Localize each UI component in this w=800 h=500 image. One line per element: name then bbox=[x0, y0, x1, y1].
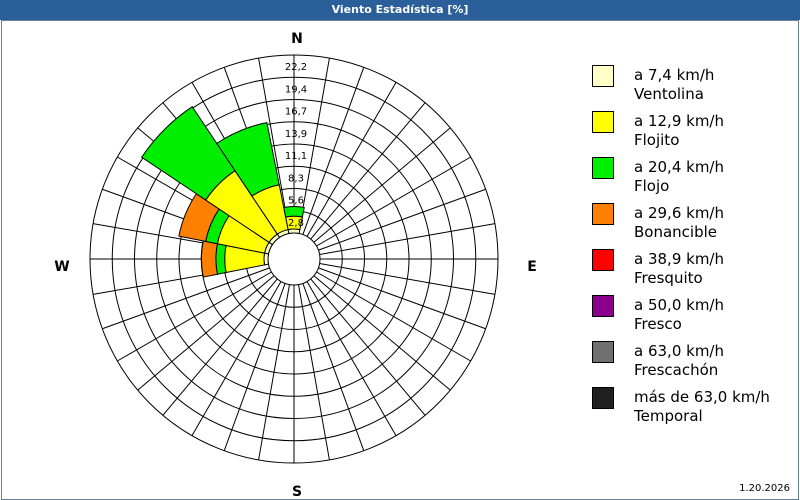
legend-item-ventolina: a 7,4 km/h Ventolina bbox=[592, 65, 792, 111]
radial-tick-label: 11,1 bbox=[285, 151, 307, 162]
legend-swatch bbox=[592, 157, 614, 179]
legend-item-flojito: a 12,9 km/h Flojito bbox=[592, 111, 792, 157]
legend-name: Bonancible bbox=[634, 223, 718, 241]
grid-spoke bbox=[162, 278, 278, 416]
legend-name: Temporal bbox=[634, 407, 703, 425]
petal-w-bonancible bbox=[201, 240, 218, 278]
legend: a 7,4 km/h Ventolina a 12,9 km/h Flojito… bbox=[592, 65, 792, 433]
legend-swatch bbox=[592, 111, 614, 133]
radial-tick-label: 8,3 bbox=[288, 173, 304, 184]
grid-spoke bbox=[258, 284, 290, 460]
legend-swatch bbox=[592, 249, 614, 271]
legend-name: Flojo bbox=[634, 177, 670, 195]
grid-spoke bbox=[306, 82, 397, 237]
grid-spoke bbox=[319, 223, 495, 255]
grid-spoke bbox=[306, 281, 397, 436]
radial-tick-label: 5,6 bbox=[288, 196, 304, 207]
grid-spoke bbox=[302, 67, 365, 235]
legend-swatch bbox=[592, 387, 614, 409]
radial-tick-label: 22,2 bbox=[285, 62, 307, 73]
legend-swatch bbox=[592, 65, 614, 87]
legend-item-temporal: más de 63,0 km/h Temporal bbox=[592, 387, 792, 433]
grid-spoke bbox=[223, 283, 286, 451]
legend-swatch bbox=[592, 295, 614, 317]
compass-w: W bbox=[54, 259, 69, 275]
legend-name: Ventolina bbox=[634, 85, 704, 103]
grid-spoke bbox=[302, 283, 365, 451]
legend-speed: a 7,4 km/h bbox=[634, 66, 715, 84]
legend-item-frescachon: a 63,0 km/h Frescachón bbox=[592, 341, 792, 387]
grid-spoke bbox=[318, 188, 486, 251]
grid-spoke bbox=[310, 278, 426, 416]
legend-swatch bbox=[592, 203, 614, 225]
grid-spoke bbox=[102, 267, 270, 330]
legend-name: Frescachón bbox=[634, 361, 719, 379]
legend-item-flojo: a 20,4 km/h Flojo bbox=[592, 157, 792, 203]
petal-nnw-flojo bbox=[216, 122, 280, 197]
wind-rose-chart: 2,8 5,6 8,3 11,1 13,9 16,7 19,4 22,2 N E S W bbox=[54, 31, 537, 499]
date-stamp: 1.20.2026 bbox=[739, 483, 790, 494]
grid-spoke bbox=[316, 156, 471, 247]
grid-spoke bbox=[313, 127, 451, 243]
legend-speed: a 20,4 km/h bbox=[634, 158, 724, 176]
petal-w-flojo bbox=[215, 243, 227, 275]
petal-n-flojo bbox=[283, 206, 305, 218]
legend-speed: a 50,0 km/h bbox=[634, 296, 724, 314]
grid-spoke bbox=[298, 58, 330, 234]
grid-spoke bbox=[117, 271, 272, 362]
radial-tick-label: 16,7 bbox=[285, 107, 307, 118]
compass-e: E bbox=[527, 259, 537, 275]
radial-tick-labels: 2,8 5,6 8,3 11,1 13,9 16,7 19,4 22,2 bbox=[285, 62, 307, 229]
legend-speed: a 29,6 km/h bbox=[634, 204, 724, 222]
legend-item-fresquito: a 38,9 km/h Fresquito bbox=[592, 249, 792, 295]
radial-tick-label: 19,4 bbox=[285, 84, 307, 95]
legend-swatch bbox=[592, 341, 614, 363]
rose-grid bbox=[89, 54, 499, 464]
legend-name: Fresquito bbox=[634, 269, 703, 287]
legend-speed: más de 63,0 km/h bbox=[634, 388, 770, 406]
grid-spoke bbox=[137, 275, 275, 391]
radial-tick-label: 13,9 bbox=[285, 129, 307, 140]
window-title: Viento Estadística [%] bbox=[0, 0, 800, 20]
compass-s: S bbox=[292, 484, 302, 499]
chart-frame: 2,8 5,6 8,3 11,1 13,9 16,7 19,4 22,2 N E S W a … bbox=[1, 20, 799, 500]
grid-spoke bbox=[313, 275, 451, 391]
petal-nw-flojo bbox=[141, 106, 236, 201]
legend-item-bonancible: a 29,6 km/h Bonancible bbox=[592, 203, 792, 249]
grid-spoke bbox=[298, 284, 330, 460]
grid-spoke bbox=[316, 271, 471, 362]
grid-spoke bbox=[319, 263, 495, 295]
legend-speed: a 63,0 km/h bbox=[634, 342, 724, 360]
compass-n: N bbox=[291, 31, 303, 47]
legend-item-fresco: a 50,0 km/h Fresco bbox=[592, 295, 792, 341]
radial-tick-label: 2,8 bbox=[288, 218, 304, 229]
rose-petals bbox=[141, 106, 305, 278]
legend-speed: a 38,9 km/h bbox=[634, 250, 724, 268]
grid-spoke bbox=[258, 58, 290, 234]
grid-spoke bbox=[191, 281, 282, 436]
legend-name: Fresco bbox=[634, 315, 682, 333]
legend-speed: a 12,9 km/h bbox=[634, 112, 724, 130]
grid-spoke bbox=[310, 102, 426, 240]
legend-name: Flojito bbox=[634, 131, 680, 149]
grid-spoke bbox=[318, 267, 486, 330]
